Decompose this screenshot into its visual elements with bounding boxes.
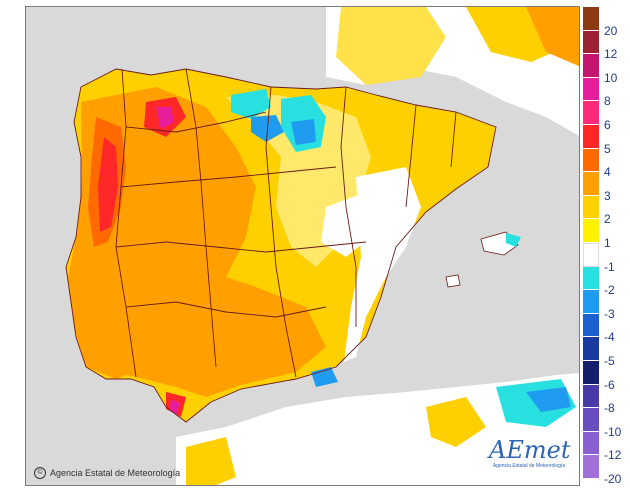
legend-swatch <box>583 125 599 149</box>
map-canvas <box>26 7 579 485</box>
legend-label: 6 <box>604 117 611 132</box>
legend-swatch <box>583 30 599 55</box>
legend-row: -3 <box>583 290 630 320</box>
map-credit: © Agencia Estatal de Meteorología <box>34 467 180 479</box>
legend-swatch <box>583 290 599 314</box>
legend-label: -3 <box>604 306 615 321</box>
legend-label: 20 <box>604 23 618 38</box>
legend-label: -1 <box>604 259 615 274</box>
legend-row: 4 <box>583 148 630 178</box>
legend-row: 12 <box>583 30 630 60</box>
legend-row: 20 <box>583 7 630 37</box>
legend-label: -20 <box>604 471 622 486</box>
legend-label: -4 <box>604 330 615 345</box>
north-cold-spot-1 <box>231 89 271 119</box>
legend-swatch <box>583 195 599 220</box>
legend-label: 5 <box>604 141 611 156</box>
legend-swatch <box>583 243 599 267</box>
northwest-hotspot <box>98 137 118 232</box>
legend-label: 2 <box>604 212 611 227</box>
legend-swatch <box>583 431 599 456</box>
legend-swatch <box>583 101 599 125</box>
africa-cold-core <box>526 387 571 412</box>
color-legend: 20 12 10 8 6 5 4 3 2 1 -1 -2 -3 -4 -5 -6 -8 -10 -12 -20 <box>583 7 630 485</box>
legend-label: -8 <box>604 401 615 416</box>
legend-row: -4 <box>583 313 630 343</box>
legend-label: -5 <box>604 353 615 368</box>
south-peak-spot <box>170 399 180 415</box>
copyright-icon: © <box>34 467 46 479</box>
legend-swatch <box>583 384 599 409</box>
legend-swatch <box>583 77 599 102</box>
legend-label: -10 <box>604 424 622 439</box>
legend-row: -10 <box>583 408 630 438</box>
legend-row: 3 <box>583 172 630 202</box>
legend-label: 3 <box>604 188 611 203</box>
africa-land <box>176 373 579 485</box>
africa-warm-center <box>426 397 486 447</box>
logo-brand: AEmet <box>489 436 571 464</box>
legend-row: 8 <box>583 77 630 107</box>
anomaly-map: © Agencia Estatal de Meteorología AEmet … <box>25 6 580 486</box>
legend-row: -1 <box>583 243 630 273</box>
legend-row: 10 <box>583 54 630 84</box>
mallorca-cold-spot <box>506 233 521 247</box>
north-peak-spot <box>156 107 174 129</box>
aemet-logo: AEmet Agencia Estatal de Meteorología <box>489 436 571 479</box>
france-warm-west <box>336 7 446 85</box>
legend-row: -12 <box>583 431 630 461</box>
legend-label: -12 <box>604 448 622 463</box>
legend-row: -8 <box>583 384 630 414</box>
legend-label: -2 <box>604 283 615 298</box>
legend-label: 8 <box>604 94 611 109</box>
legend-swatch <box>583 266 599 291</box>
legend-label: 4 <box>604 165 611 180</box>
legend-swatch <box>583 313 599 338</box>
legend-swatch <box>583 219 599 243</box>
aragon-neutral-area <box>321 192 371 257</box>
legend-swatch <box>583 172 599 196</box>
legend-row: -5 <box>583 337 630 367</box>
legend-row: 6 <box>583 101 630 131</box>
legend-row: -20 <box>583 455 630 485</box>
france-hot-east <box>526 7 579 67</box>
legend-swatch <box>583 148 599 173</box>
southeast-cold-spot <box>311 367 338 387</box>
ibiza <box>445 274 461 288</box>
legend-label: 1 <box>604 235 611 250</box>
legend-swatch <box>583 408 599 432</box>
province-borders <box>65 68 497 423</box>
credit-text: Agencia Estatal de Meteorología <box>50 468 181 478</box>
legend-row: 1 <box>583 219 630 249</box>
legend-swatch <box>583 337 599 361</box>
legend-row: 2 <box>583 195 630 225</box>
legend-label: 10 <box>604 70 618 85</box>
legend-swatch <box>583 54 599 78</box>
legend-row: -2 <box>583 266 630 296</box>
north-cold-core-2 <box>291 119 316 145</box>
legend-label: 12 <box>604 47 618 62</box>
logo-subtext: Agencia Estatal de Meteorología <box>492 463 566 469</box>
southwest-warm-area <box>81 242 326 397</box>
legend-row: 5 <box>583 125 630 155</box>
legend-label: -6 <box>604 377 615 392</box>
africa-warm-west <box>186 437 236 485</box>
legend-swatch <box>583 7 599 31</box>
legend-swatch <box>583 361 599 385</box>
legend-swatch <box>583 455 599 479</box>
legend-row: -6 <box>583 361 630 391</box>
